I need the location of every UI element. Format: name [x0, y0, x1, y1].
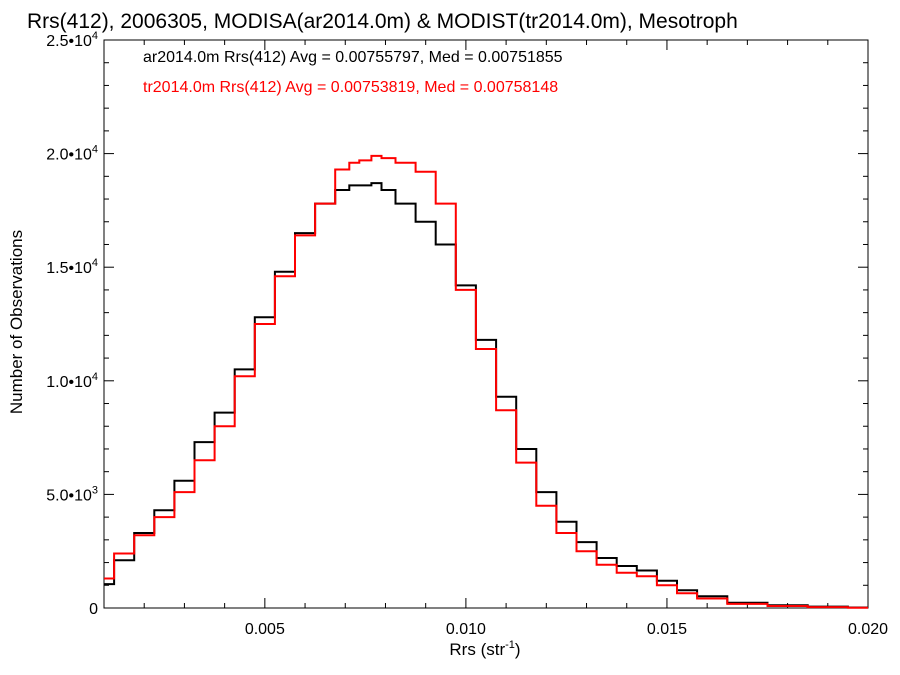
x-tick-label: 0.010	[446, 621, 486, 638]
x-tick-label: 0.005	[245, 621, 285, 638]
y-tick-label: 1.0•104	[46, 371, 98, 391]
legend-entry-ar2014: ar2014.0m Rrs(412) Avg = 0.00755797, Med…	[143, 49, 563, 66]
legend-entry-tr2014: tr2014.0m Rrs(412) Avg = 0.00753819, Med…	[143, 79, 558, 96]
y-tick-label: 2.5•104	[46, 30, 98, 50]
y-tick-label: 2.0•104	[46, 144, 98, 164]
x-tick-label: 0.020	[848, 621, 888, 638]
plot-frame	[103, 39, 869, 609]
x-tick-labels: 0.005 0.010 0.015 0.020	[245, 621, 888, 638]
legend: ar2014.0m Rrs(412) Avg = 0.00755797, Med…	[143, 49, 563, 96]
y-tick-labels: 0 5.0•103 1.0•104 1.5•104 2.0•104 2.5•104	[46, 30, 98, 618]
y-tick-label: 0	[89, 601, 98, 618]
chart-title: Rrs(412), 2006305, MODISA(ar2014.0m) & M…	[27, 10, 738, 33]
series-lines	[104, 154, 868, 609]
y-axis-label: Number of Observations	[7, 230, 26, 414]
series-ar2014-line	[104, 182, 868, 609]
series-tr2014-line	[104, 154, 868, 609]
x-axis-label: Rrs (str-1)	[449, 639, 520, 659]
x-axis-label-tail: )	[515, 640, 521, 659]
x-axis-label-superscript: -1	[505, 639, 515, 651]
y-tick-label: 1.5•104	[46, 257, 98, 277]
axis-ticks	[104, 40, 869, 608]
x-tick-label: 0.015	[647, 621, 687, 638]
y-tick-label: 5.0•103	[46, 484, 98, 504]
x-axis-label-main: Rrs (str	[449, 640, 505, 659]
